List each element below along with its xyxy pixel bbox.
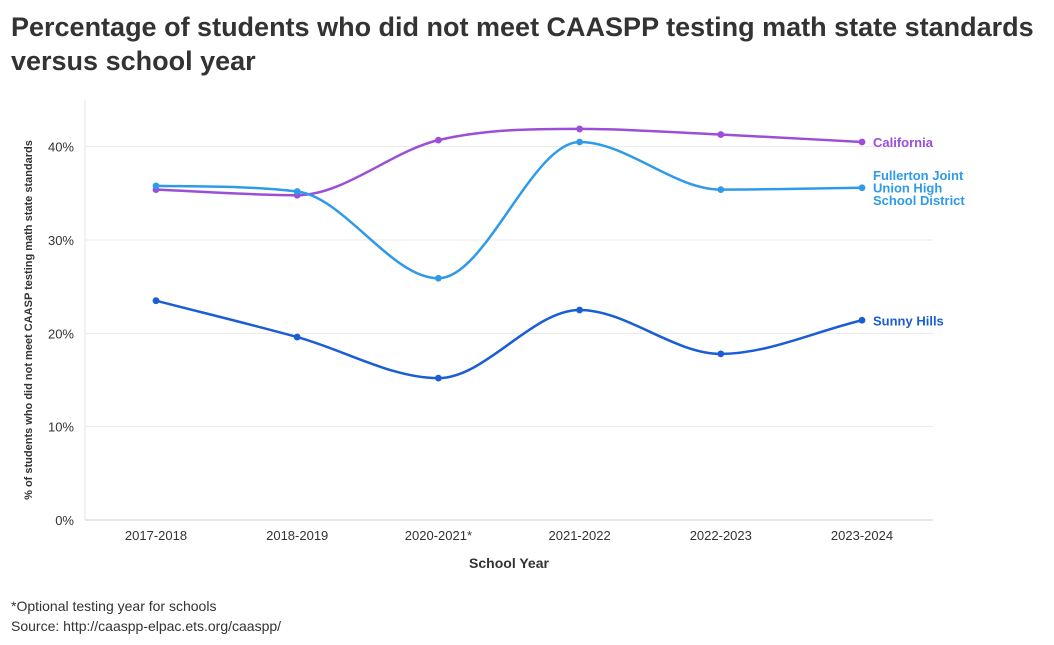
data-point xyxy=(435,374,442,382)
data-point xyxy=(435,136,442,144)
series-sunny-hills: Sunny Hills xyxy=(152,297,944,382)
data-point xyxy=(293,188,301,195)
y-tick-label: 10% xyxy=(48,420,74,435)
gridlines xyxy=(85,146,933,428)
x-axis-title: School Year xyxy=(469,555,549,571)
data-point xyxy=(858,184,866,192)
y-tick-label: 40% xyxy=(48,140,74,155)
y-axis-ticks: 0% 10% 20% 30% 40% xyxy=(48,140,74,528)
footnote: *Optional testing year for schools xyxy=(11,598,217,614)
data-point xyxy=(858,138,866,146)
data-point xyxy=(152,182,160,190)
series-line xyxy=(154,140,864,280)
series-label: California xyxy=(873,135,934,150)
data-point xyxy=(576,138,583,146)
data-point xyxy=(435,274,442,282)
data-point xyxy=(576,125,583,133)
x-tick-label: 2017-2018 xyxy=(125,528,187,543)
x-tick-label: 2021-2022 xyxy=(549,528,611,543)
series-label: School District xyxy=(873,193,965,208)
data-point xyxy=(293,333,301,341)
y-tick-label: 30% xyxy=(48,233,74,248)
data-point xyxy=(717,131,725,138)
y-tick-label: 20% xyxy=(48,326,74,341)
y-axis-title: % of students who did not meet CAASP tes… xyxy=(23,140,35,500)
series-line xyxy=(154,127,864,197)
series-label: Union High xyxy=(873,181,942,196)
source-note: Source: http://caaspp-elpac.ets.org/caas… xyxy=(11,618,282,634)
series-label: Fullerton Joint xyxy=(873,168,964,183)
data-point xyxy=(576,306,583,314)
chart-title: Percentage of students who did not meet … xyxy=(11,12,1034,76)
x-tick-label: 2020-2021* xyxy=(405,528,472,543)
x-tick-label: 2018-2019 xyxy=(266,528,328,543)
x-axis-ticks: 2017-2018 2018-2019 2020-2021* 2021-2022 202… xyxy=(125,528,893,543)
series-line xyxy=(154,299,864,380)
x-tick-label: 2023-2024 xyxy=(831,528,893,543)
data-point xyxy=(717,186,725,194)
series-label: Sunny Hills xyxy=(873,313,944,328)
y-tick-label: 0% xyxy=(55,513,74,528)
data-point xyxy=(717,350,725,358)
data-point xyxy=(858,316,866,324)
data-point xyxy=(152,297,160,305)
x-tick-label: 2022-2023 xyxy=(690,528,752,543)
